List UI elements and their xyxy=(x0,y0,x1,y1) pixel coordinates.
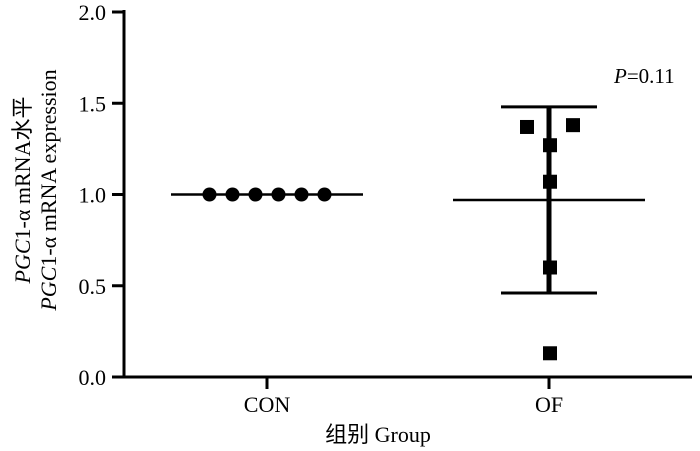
x-axis-title: 组别 Group xyxy=(325,422,431,447)
p-value-number: =0.11 xyxy=(627,64,675,88)
data-point xyxy=(271,187,286,202)
data-point xyxy=(294,187,309,202)
y-axis-title-rest1: 1-α mRNA水平 xyxy=(10,97,35,240)
data-point xyxy=(225,187,240,202)
data-point xyxy=(543,138,557,153)
data-point xyxy=(317,187,332,202)
y-tick-label: 2.0 xyxy=(79,0,107,25)
y-tick-label: 0.5 xyxy=(79,274,107,299)
data-point xyxy=(543,260,557,275)
y-axis-title-gene: PGC xyxy=(10,239,35,284)
data-point xyxy=(543,174,557,189)
y-axis-title-line2: PGC1-α mRNA expression xyxy=(36,69,61,311)
y-tick-label: 1.0 xyxy=(79,183,107,208)
error-bars xyxy=(171,105,645,295)
y-axis-title-rest2: 1-α mRNA expression xyxy=(36,69,61,266)
y-axis-title-gene2: PGC xyxy=(36,266,61,311)
y-axis-title-line1: PGC1-α mRNA水平 xyxy=(10,97,35,285)
x-tick-label: CON xyxy=(244,392,291,417)
y-tick-label: 1.5 xyxy=(79,91,107,116)
data-point xyxy=(543,346,557,361)
data-points xyxy=(202,118,580,361)
data-point xyxy=(248,187,263,202)
data-point xyxy=(202,187,217,202)
x-tick-label: OF xyxy=(535,392,563,417)
data-point xyxy=(520,119,534,134)
y-ticks: 0.0 0.5 1.0 1.5 2.0 xyxy=(79,0,124,390)
y-tick-label: 0.0 xyxy=(79,365,107,390)
data-point xyxy=(566,118,580,133)
x-ticks: CON OF xyxy=(244,377,563,417)
p-value-annotation: P=0.11 xyxy=(613,64,675,88)
p-value-symbol: P xyxy=(613,64,627,88)
